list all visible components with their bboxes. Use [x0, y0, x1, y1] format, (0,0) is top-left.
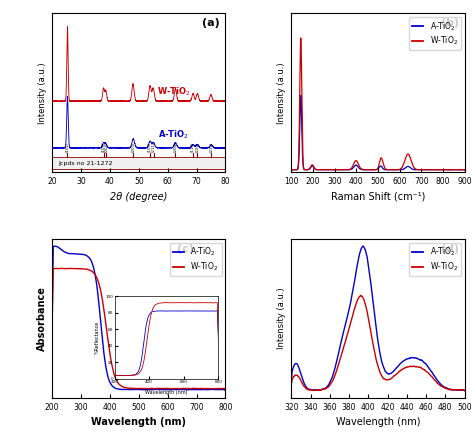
- Text: (a): (a): [202, 18, 220, 28]
- Y-axis label: Intensity (a.u.): Intensity (a.u.): [277, 288, 286, 349]
- Text: (204): (204): [173, 141, 177, 152]
- Text: (b): (b): [441, 18, 459, 28]
- Text: (c): (c): [177, 244, 194, 254]
- Text: (101): (101): [65, 141, 70, 152]
- Text: (215): (215): [209, 141, 213, 152]
- X-axis label: 2θ (degree): 2θ (degree): [110, 191, 167, 202]
- X-axis label: Wavelength (nm): Wavelength (nm): [91, 417, 186, 427]
- Text: (200): (200): [131, 141, 135, 152]
- Text: (105): (105): [148, 141, 152, 152]
- Text: (103): (103): [101, 141, 106, 152]
- Text: (211): (211): [152, 141, 156, 152]
- X-axis label: Raman Shift (cm⁻¹): Raman Shift (cm⁻¹): [331, 191, 425, 202]
- X-axis label: Wavelength (nm): Wavelength (nm): [336, 417, 420, 427]
- Text: Jcpds no 21-1272: Jcpds no 21-1272: [58, 161, 112, 166]
- Y-axis label: Intensity (a.u.): Intensity (a.u.): [37, 62, 46, 123]
- Text: A-TiO$_2$: A-TiO$_2$: [158, 128, 189, 141]
- Text: (d): (d): [441, 244, 459, 254]
- Legend: A-TiO$_2$, W-TiO$_2$: A-TiO$_2$, W-TiO$_2$: [409, 17, 461, 50]
- Y-axis label: Intensity (a.u.): Intensity (a.u.): [277, 62, 286, 123]
- Bar: [52, 157, 226, 169]
- Text: W-TiO$_2$: W-TiO$_2$: [156, 86, 190, 98]
- Legend: A-TiO$_2$, W-TiO$_2$: A-TiO$_2$, W-TiO$_2$: [409, 243, 461, 276]
- Legend: A-TiO$_2$, W-TiO$_2$: A-TiO$_2$, W-TiO$_2$: [170, 243, 221, 276]
- Text: (220): (220): [196, 141, 200, 152]
- Text: (004): (004): [105, 141, 109, 152]
- Y-axis label: Absorbance: Absorbance: [36, 286, 46, 351]
- Text: (116): (116): [191, 141, 194, 152]
